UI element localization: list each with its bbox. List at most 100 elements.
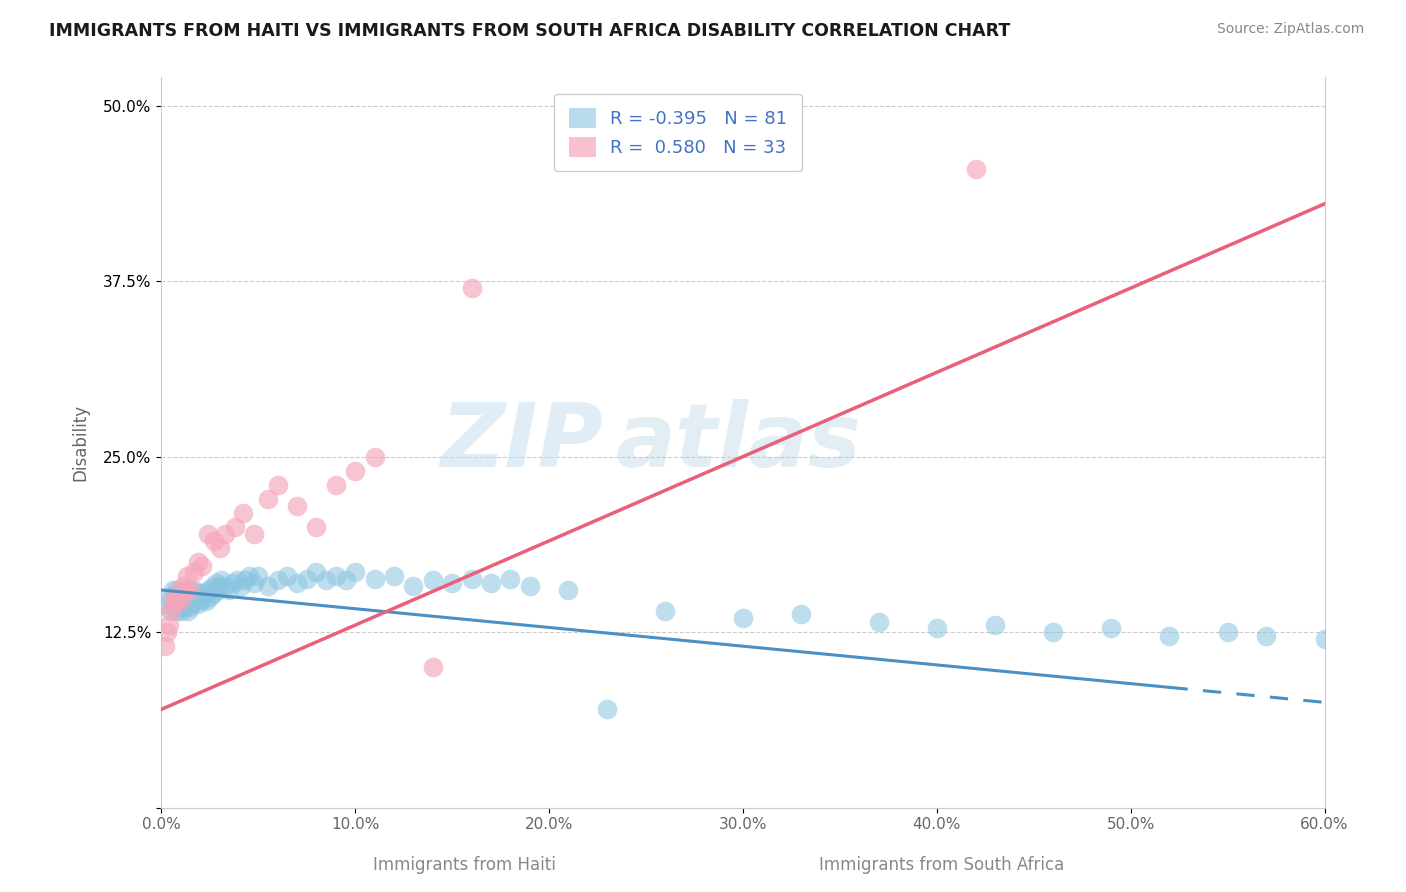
- Point: [176, 569, 198, 583]
- Point: [402, 579, 425, 593]
- Point: [422, 660, 444, 674]
- Point: [201, 580, 224, 594]
- Point: [173, 590, 195, 604]
- Point: [156, 625, 179, 640]
- Point: [243, 526, 266, 541]
- Point: [162, 582, 184, 597]
- Point: [305, 565, 328, 579]
- Point: [204, 576, 226, 591]
- Point: [187, 555, 209, 569]
- Point: [155, 639, 177, 653]
- Point: [177, 604, 200, 618]
- Point: [157, 618, 180, 632]
- Point: [166, 582, 188, 597]
- Point: [155, 597, 177, 611]
- Point: [214, 579, 236, 593]
- Point: [335, 573, 357, 587]
- Point: [441, 576, 464, 591]
- Point: [596, 702, 619, 716]
- Point: [1042, 625, 1064, 640]
- Point: [295, 572, 318, 586]
- Point: [229, 579, 252, 593]
- Point: [479, 576, 502, 591]
- Point: [160, 604, 183, 618]
- Point: [257, 579, 280, 593]
- Point: [868, 615, 890, 630]
- Point: [519, 579, 541, 593]
- Point: [208, 541, 231, 555]
- Point: [499, 572, 522, 586]
- Point: [188, 590, 211, 604]
- Point: [1159, 629, 1181, 643]
- Point: [965, 161, 987, 176]
- Point: [173, 582, 195, 597]
- Point: [325, 477, 347, 491]
- Point: [187, 597, 209, 611]
- Text: ZIP: ZIP: [440, 399, 603, 486]
- Point: [285, 499, 308, 513]
- Point: [170, 604, 193, 618]
- Point: [208, 579, 231, 593]
- Point: [172, 592, 194, 607]
- Point: [222, 576, 245, 591]
- Point: [183, 582, 205, 597]
- Legend: R = -0.395   N = 81, R =  0.580   N = 33: R = -0.395 N = 81, R = 0.580 N = 33: [554, 94, 801, 171]
- Point: [218, 582, 240, 597]
- Point: [162, 597, 184, 611]
- Point: [163, 597, 186, 611]
- Point: [160, 604, 183, 618]
- Point: [214, 526, 236, 541]
- Point: [247, 569, 270, 583]
- Text: Immigrants from Haiti: Immigrants from Haiti: [373, 855, 555, 873]
- Text: atlas: atlas: [614, 399, 860, 486]
- Point: [344, 464, 367, 478]
- Point: [193, 586, 215, 600]
- Point: [166, 604, 188, 618]
- Point: [170, 587, 193, 601]
- Point: [305, 520, 328, 534]
- Point: [557, 582, 579, 597]
- Point: [226, 573, 249, 587]
- Point: [170, 592, 193, 607]
- Point: [191, 592, 214, 607]
- Point: [325, 569, 347, 583]
- Point: [173, 599, 195, 614]
- Point: [654, 604, 676, 618]
- Y-axis label: Disability: Disability: [72, 404, 89, 481]
- Point: [1256, 629, 1278, 643]
- Point: [363, 572, 385, 586]
- Point: [233, 573, 256, 587]
- Point: [181, 590, 204, 604]
- Text: Source: ZipAtlas.com: Source: ZipAtlas.com: [1216, 22, 1364, 37]
- Point: [266, 477, 288, 491]
- Point: [172, 582, 194, 597]
- Point: [176, 594, 198, 608]
- Point: [163, 590, 186, 604]
- Point: [198, 590, 221, 604]
- Point: [315, 573, 337, 587]
- Point: [179, 599, 201, 614]
- Point: [181, 597, 204, 611]
- Point: [166, 592, 188, 607]
- Point: [422, 573, 444, 587]
- Point: [232, 506, 254, 520]
- Point: [167, 592, 190, 607]
- Point: [790, 607, 813, 621]
- Point: [197, 582, 219, 597]
- Point: [344, 565, 367, 579]
- Point: [363, 450, 385, 464]
- Point: [224, 520, 246, 534]
- Point: [167, 586, 190, 600]
- Point: [202, 586, 225, 600]
- Point: [925, 621, 948, 635]
- Point: [194, 594, 217, 608]
- Point: [167, 599, 190, 614]
- Point: [211, 573, 233, 587]
- Point: [179, 582, 201, 597]
- Point: [460, 572, 482, 586]
- Point: [382, 569, 405, 583]
- Point: [285, 576, 308, 591]
- Point: [276, 569, 298, 583]
- Point: [731, 611, 754, 625]
- Point: [243, 576, 266, 591]
